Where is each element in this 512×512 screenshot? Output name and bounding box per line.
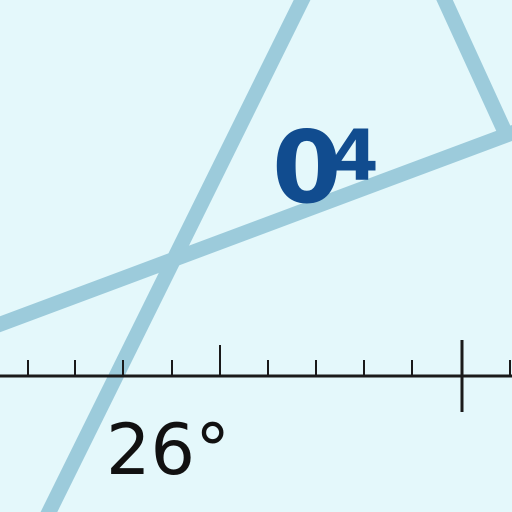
bearing-scale — [0, 340, 512, 412]
upper-right-line-feature — [436, 0, 512, 136]
bearing-label: 26° — [106, 409, 230, 491]
area-number-label: 0 — [272, 109, 342, 226]
area-number-superscript: 4 — [330, 115, 379, 197]
crossing-line-feature — [0, 124, 512, 333]
